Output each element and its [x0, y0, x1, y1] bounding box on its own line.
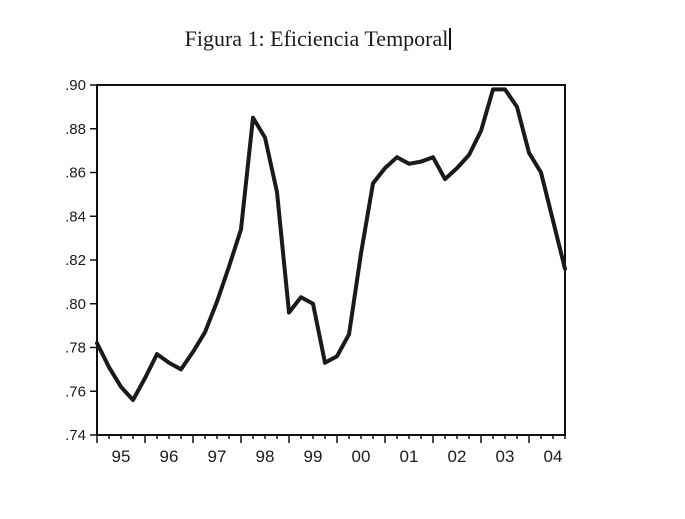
text-cursor-icon — [449, 28, 452, 50]
y-axis-tick-label: .74 — [65, 427, 86, 444]
plot-frame — [96, 84, 566, 436]
y-axis-tick-label: .86 — [65, 165, 86, 182]
x-axis-tick-label: 97 — [208, 447, 227, 466]
y-axis-tick-label: .80 — [65, 296, 86, 313]
y-axis-tick-label: .82 — [65, 252, 86, 269]
x-axis-tick-label: 02 — [448, 447, 467, 466]
y-axis-tick-label: .84 — [65, 208, 86, 225]
x-axis-tick-label: 01 — [400, 447, 419, 466]
x-axis-tick-label: 04 — [544, 447, 563, 466]
x-axis-tick-label: 98 — [256, 447, 275, 466]
y-axis-tick-label: .90 — [65, 77, 86, 94]
x-axis-tick-label: 03 — [496, 447, 515, 466]
y-axis-tick-label: .76 — [65, 383, 86, 400]
x-axis-tick-label: 00 — [352, 447, 371, 466]
chart-title: Figura 1: Eficiencia Temporal — [184, 26, 449, 51]
y-axis-tick-label: .78 — [65, 340, 86, 357]
x-axis-tick-label: 95 — [112, 447, 131, 466]
data-line-series — [95, 87, 567, 402]
y-axis-tick-label: .88 — [65, 121, 86, 138]
x-axis-tick-label: 99 — [304, 447, 323, 466]
chart-title-row: Figura 1: Eficiencia Temporal — [0, 26, 636, 52]
x-axis-tick-label: 96 — [160, 447, 179, 466]
